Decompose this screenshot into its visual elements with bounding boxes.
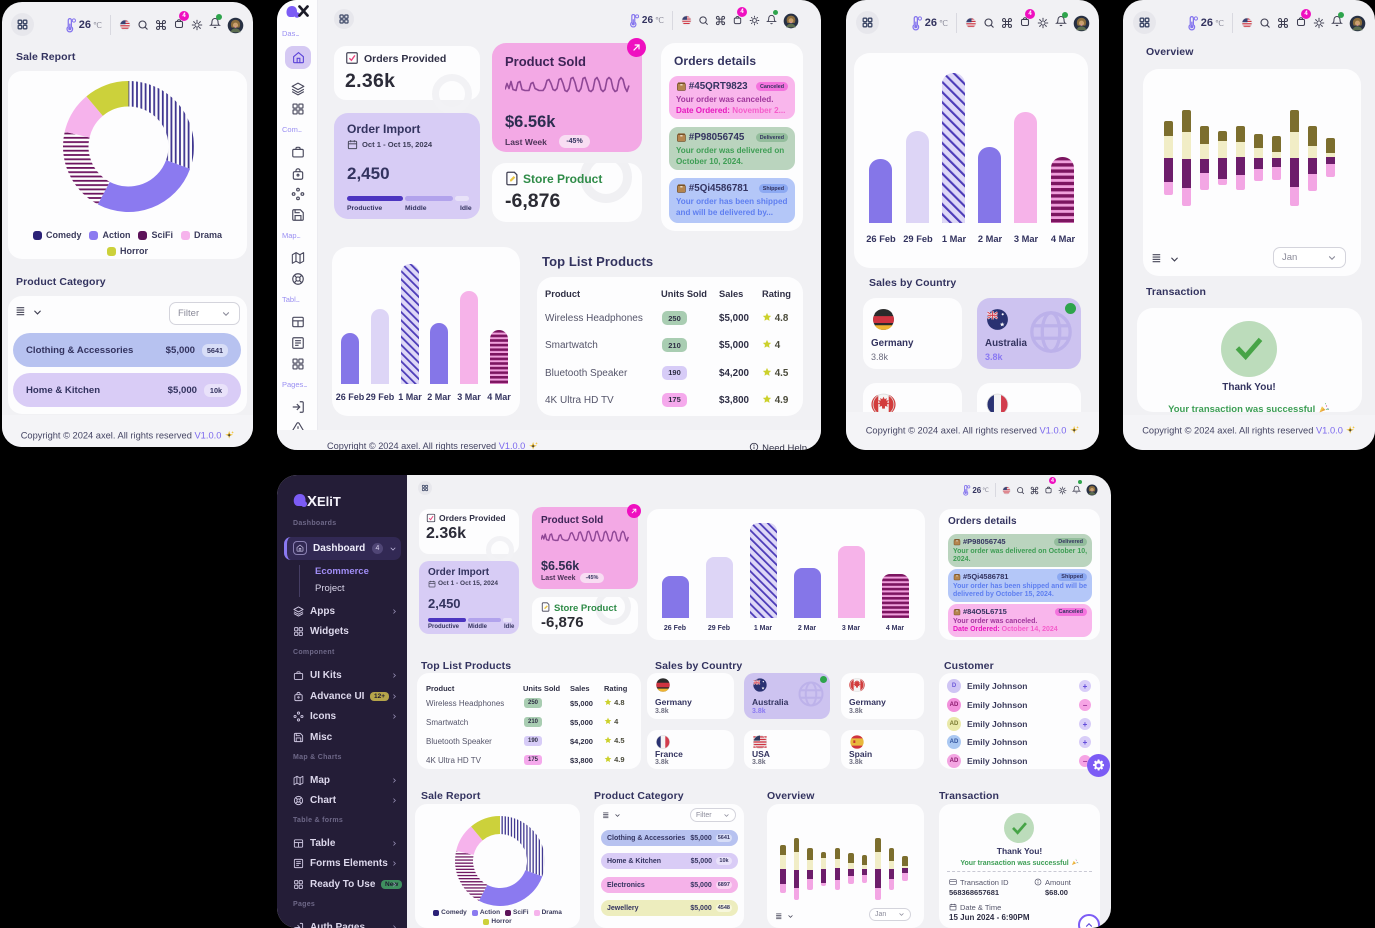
svg-text:XEliT: XEliT: [307, 493, 341, 510]
